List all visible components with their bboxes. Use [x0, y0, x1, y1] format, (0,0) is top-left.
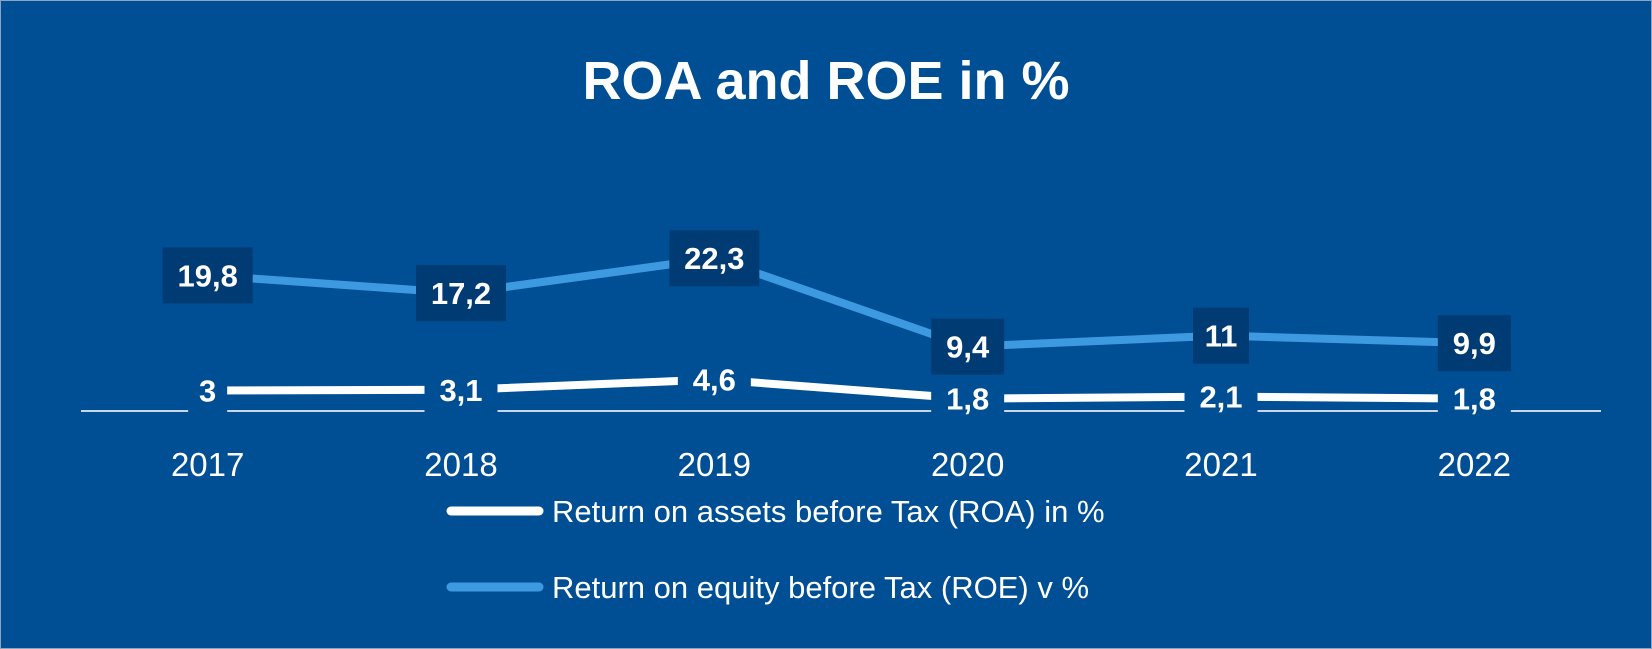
- roe-data-label: 17,2: [431, 276, 491, 311]
- legend: Return on assets before Tax (ROA) in % Re…: [446, 494, 1105, 605]
- roe-data-label-box: [931, 318, 1005, 375]
- roe-data-label: 9,4: [946, 330, 990, 365]
- roe-series-line: [203, 254, 1479, 351]
- roa-data-label: 4,6: [693, 362, 736, 397]
- roa-data-label-box: [677, 351, 751, 408]
- x-tick-label: 2022: [1438, 446, 1511, 483]
- roe-data-label-box: [162, 247, 253, 304]
- roe-data-label: 22,3: [684, 241, 744, 276]
- roa-series-line: [203, 375, 1479, 403]
- roe-data-label: 9,9: [1453, 326, 1496, 361]
- x-tick-label: 2017: [171, 446, 244, 483]
- chart-title: ROA and ROE in %: [582, 51, 1069, 111]
- roe-data-label-box: [1193, 307, 1249, 364]
- data-label-layer: 3 3,1 4,6 1,8 2,1 1,8 19,8 17,2 22,3 9,4 11 9,9: [162, 230, 1511, 427]
- x-tick-label: 2021: [1184, 446, 1257, 483]
- roa-data-label: 3,1: [439, 373, 482, 408]
- x-tick-label: 2019: [678, 446, 751, 483]
- roa-data-label: 1,8: [946, 382, 989, 417]
- x-tick-label: 2018: [424, 446, 497, 483]
- roa-data-label-box: [1437, 370, 1511, 427]
- roa-data-label: 1,8: [1453, 382, 1496, 417]
- roa-data-label-box: [1184, 368, 1258, 425]
- roa-data-label: 3: [199, 373, 216, 408]
- roe-data-label-box: [416, 265, 506, 322]
- series-layer: [203, 254, 1479, 403]
- roe-legend-label: Return on equity before Tax (ROE) v %: [552, 570, 1089, 605]
- roa-legend-label: Return on assets before Tax (ROA) in %: [552, 494, 1105, 529]
- roa-data-label-box: [931, 370, 1005, 427]
- roa-data-label-box: [424, 361, 498, 418]
- roe-data-label-box: [1437, 315, 1511, 372]
- roe-data-label: 19,8: [177, 258, 237, 293]
- x-tick-label: 2020: [931, 446, 1004, 483]
- roa-data-label: 2,1: [1199, 380, 1242, 415]
- axis-layer: 2017 2018 2019 2020 2021 2022: [81, 410, 1601, 483]
- roe-data-label: 11: [1205, 319, 1238, 354]
- roe-data-label-box: [669, 230, 760, 287]
- roa-data-label-box: [188, 362, 228, 419]
